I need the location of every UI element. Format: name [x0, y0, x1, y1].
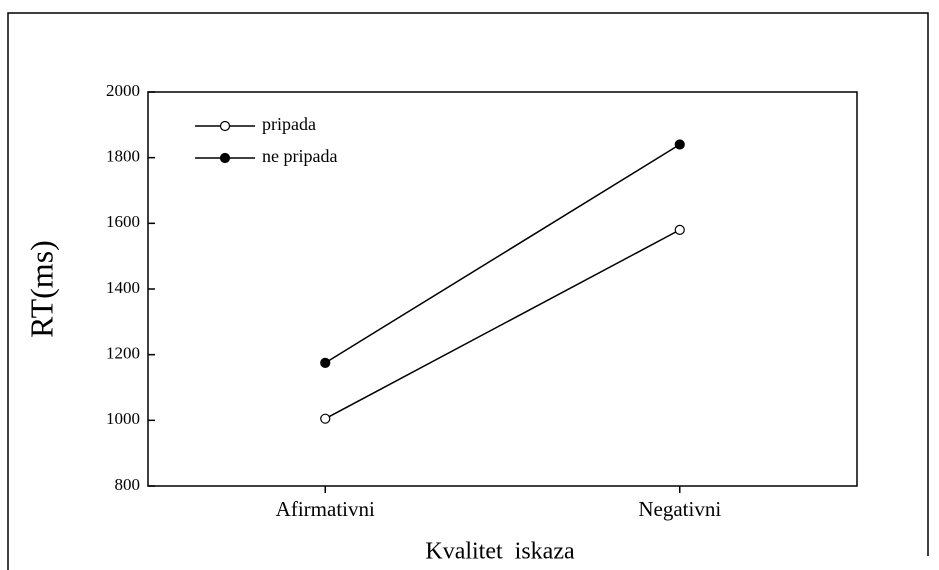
plot-area — [147, 91, 858, 487]
y-tick-label: 1600 — [106, 212, 140, 231]
x-axis-label: Kvalitet iskaza — [425, 539, 575, 565]
y-tick-label: 2000 — [106, 81, 140, 100]
data-point — [674, 139, 685, 150]
y-tick-label: 1000 — [106, 409, 140, 428]
y-tick-label: 1200 — [106, 344, 140, 363]
legend-label: pripada — [262, 114, 316, 134]
series-line — [324, 229, 681, 420]
legend-label: ne pripada — [262, 146, 337, 166]
series-line — [324, 143, 681, 364]
data-point — [320, 413, 331, 424]
x-tick-label: Negativni — [638, 497, 721, 521]
x-tick-label: Afirmativni — [276, 497, 375, 521]
y-axis-label: RT(ms) — [23, 240, 59, 338]
data-point — [674, 224, 685, 235]
y-tick-label: 1400 — [106, 278, 140, 297]
data-point — [320, 357, 331, 368]
y-tick-label: 800 — [115, 475, 141, 494]
legend-marker — [219, 152, 231, 164]
frame — [7, 12, 929, 570]
legend-marker — [219, 120, 231, 132]
y-tick-label: 1800 — [106, 147, 140, 166]
